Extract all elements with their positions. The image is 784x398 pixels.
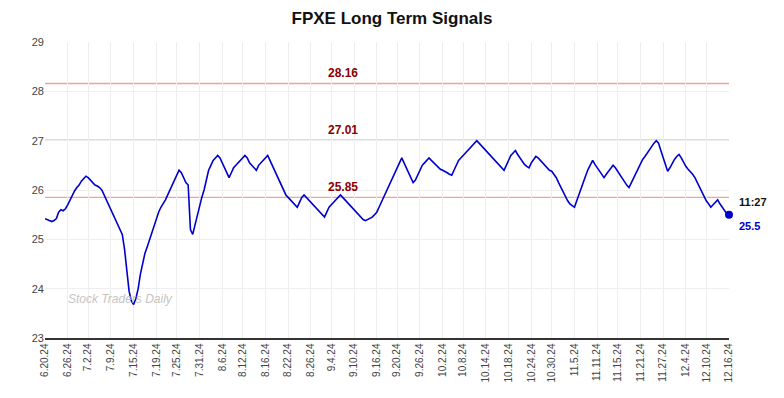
svg-text:8.16.24: 8.16.24 — [260, 343, 271, 377]
svg-text:23: 23 — [32, 332, 44, 344]
svg-text:12.16.24: 12.16.24 — [723, 343, 734, 382]
svg-text:10.14.24: 10.14.24 — [480, 343, 491, 382]
svg-text:11.15.24: 11.15.24 — [612, 343, 623, 382]
svg-text:25: 25 — [32, 233, 44, 245]
svg-text:Stock Traders Daily: Stock Traders Daily — [68, 292, 173, 306]
svg-text:8.26.24: 8.26.24 — [305, 343, 316, 377]
svg-text:8.6.24: 8.6.24 — [217, 343, 228, 371]
svg-text:7.15.24: 7.15.24 — [128, 343, 139, 377]
svg-text:11.27.24: 11.27.24 — [657, 343, 668, 382]
svg-text:27.01: 27.01 — [328, 123, 358, 137]
svg-text:8.12.24: 8.12.24 — [237, 343, 248, 377]
svg-text:12.10.24: 12.10.24 — [701, 343, 712, 382]
svg-text:11:27: 11:27 — [739, 196, 767, 208]
svg-text:6.26.24: 6.26.24 — [62, 343, 73, 377]
svg-text:10.2.24: 10.2.24 — [437, 343, 448, 377]
svg-text:11.11.24: 11.11.24 — [591, 343, 602, 381]
svg-text:11.5.24: 11.5.24 — [569, 343, 580, 376]
svg-text:7.19.24: 7.19.24 — [151, 343, 162, 377]
svg-text:25.85: 25.85 — [328, 180, 358, 194]
svg-text:28: 28 — [32, 85, 44, 97]
svg-text:8.22.24: 8.22.24 — [282, 343, 293, 377]
svg-text:12.4.24: 12.4.24 — [680, 343, 691, 377]
svg-text:27: 27 — [32, 135, 44, 147]
svg-text:9.26.24: 9.26.24 — [414, 343, 425, 377]
svg-text:10.18.24: 10.18.24 — [503, 343, 514, 382]
svg-text:9.10.24: 9.10.24 — [348, 343, 359, 377]
svg-text:9.16.24: 9.16.24 — [371, 343, 382, 377]
svg-text:11.21.24: 11.21.24 — [635, 343, 646, 382]
svg-text:9.4.24: 9.4.24 — [326, 343, 337, 371]
svg-text:28.16: 28.16 — [328, 66, 358, 80]
svg-text:25.5: 25.5 — [739, 220, 760, 232]
svg-text:6.20.24: 6.20.24 — [39, 343, 50, 377]
svg-text:24: 24 — [32, 283, 44, 295]
svg-text:10.8.24: 10.8.24 — [457, 343, 468, 377]
svg-text:7.2.24: 7.2.24 — [82, 343, 93, 371]
svg-text:7.25.24: 7.25.24 — [171, 343, 182, 377]
svg-text:10.24.24: 10.24.24 — [526, 343, 537, 382]
svg-text:7.31.24: 7.31.24 — [194, 343, 205, 377]
svg-text:9.20.24: 9.20.24 — [391, 343, 402, 377]
svg-text:29: 29 — [32, 36, 44, 48]
svg-text:7.9.24: 7.9.24 — [105, 343, 116, 371]
svg-text:FPXE Long Term Signals: FPXE Long Term Signals — [292, 9, 493, 28]
svg-text:10.30.24: 10.30.24 — [546, 343, 557, 382]
svg-text:26: 26 — [32, 184, 44, 196]
